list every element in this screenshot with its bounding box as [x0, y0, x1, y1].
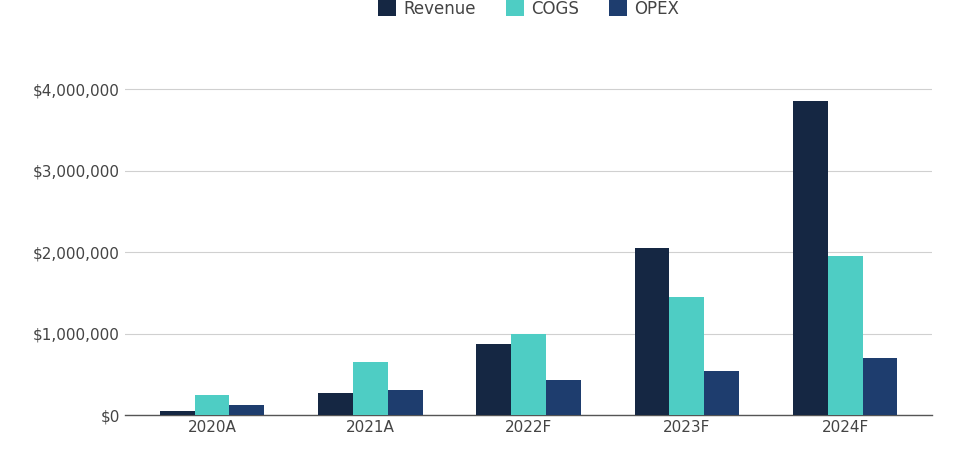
Bar: [546, 380, 580, 415]
Bar: [704, 371, 739, 415]
Bar: [230, 405, 264, 415]
Bar: [353, 362, 387, 415]
Legend: Revenue, COGS, OPEX: Revenue, COGS, OPEX: [379, 0, 678, 18]
Bar: [194, 395, 230, 415]
Bar: [511, 334, 546, 415]
Bar: [793, 101, 827, 415]
Bar: [387, 390, 423, 415]
Bar: [318, 393, 353, 415]
Bar: [477, 345, 511, 415]
Bar: [670, 297, 704, 415]
Bar: [160, 411, 194, 415]
Bar: [634, 248, 670, 415]
Bar: [827, 256, 863, 415]
Bar: [863, 358, 898, 415]
